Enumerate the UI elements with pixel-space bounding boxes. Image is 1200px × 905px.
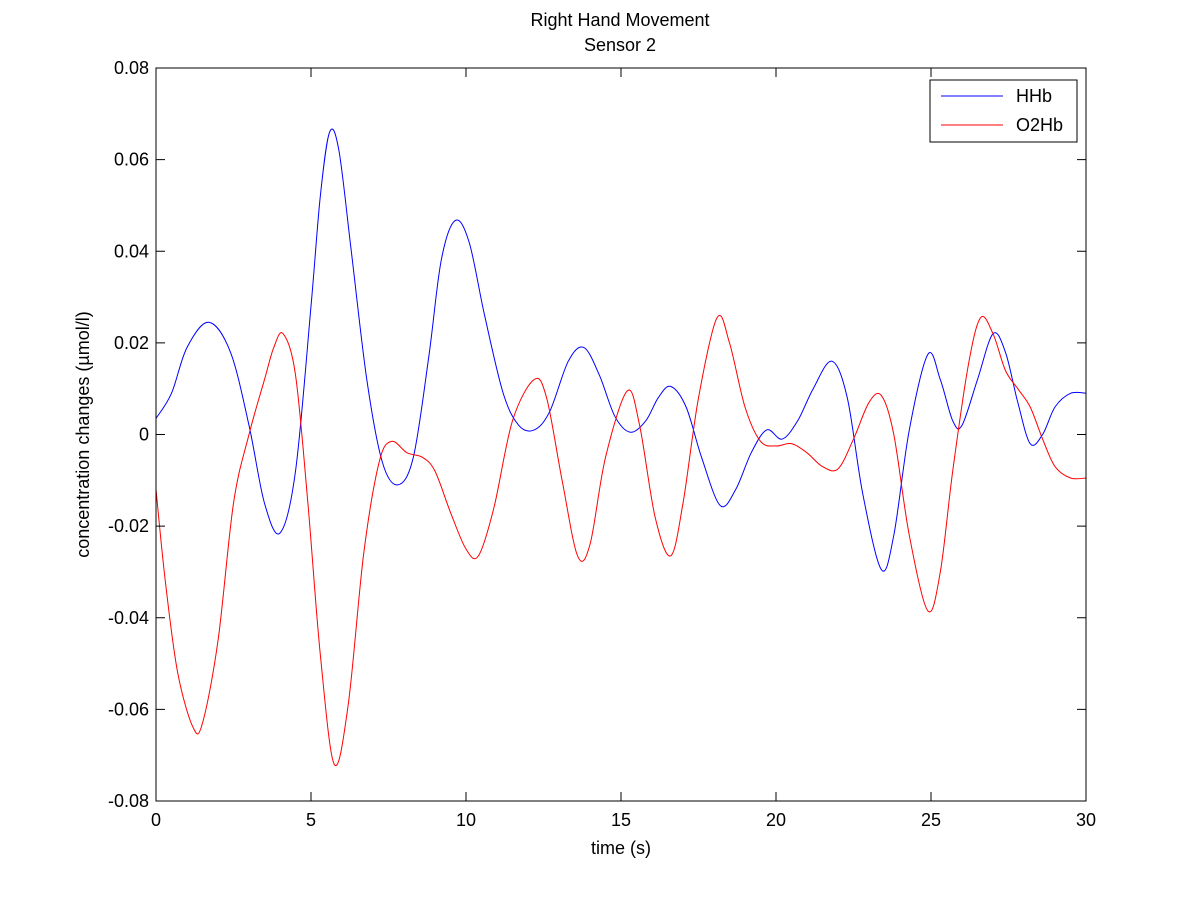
x-tick-label: 30 [1076,810,1096,830]
legend-box [929,79,1078,143]
x-tick-label: 15 [611,810,631,830]
x-tick-label: 25 [921,810,941,830]
legend-label-o2hb: O2Hb [1016,115,1063,135]
y-tick-label: -0.06 [108,699,149,719]
legend: HHb O2Hb [929,79,1078,143]
y-tick-label: -0.02 [108,516,149,536]
y-tick-label: 0 [139,425,149,445]
x-axis-label: time (s) [591,838,651,858]
y-tick-label: 0.06 [114,150,149,170]
plot-frame [155,67,1087,802]
legend-label-hhb: HHb [1016,86,1052,106]
chart-subtitle: Sensor 2 [584,35,656,55]
y-axis-label: concentration changes (µmol/l) [73,311,93,558]
x-tick-label: 20 [766,810,786,830]
series-layer [155,128,1087,767]
plot-area [156,68,1086,801]
y-tick-label: 0.02 [114,333,149,353]
y-tick-label: -0.04 [108,608,149,628]
x-tick-label: 10 [456,810,476,830]
series-line-o2hb [155,315,1087,767]
y-tick-label: -0.08 [108,791,149,811]
y-tick-label: 0.08 [114,58,149,78]
x-tick-label: 0 [151,810,161,830]
chart-title: Right Hand Movement [530,10,709,30]
x-tick-label: 5 [306,810,316,830]
y-tick-label: 0.04 [114,241,149,261]
series-line-hhb [155,128,1087,572]
